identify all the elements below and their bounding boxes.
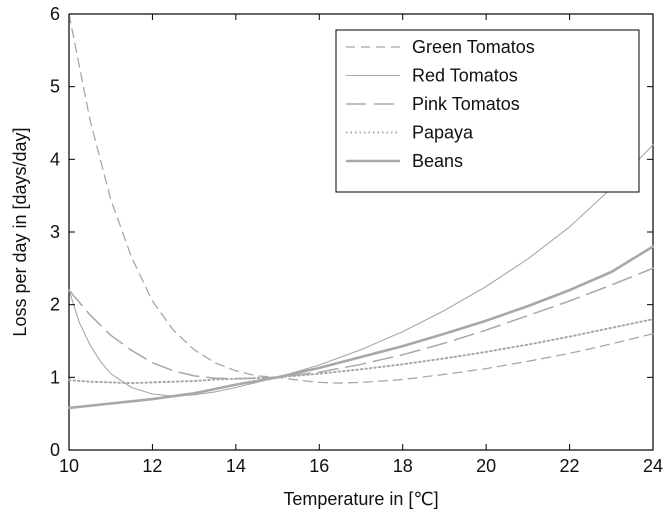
legend-label: Papaya [412,123,474,143]
x-tick-label: 12 [142,456,162,476]
series-layer [67,13,655,410]
y-tick-label: 2 [50,295,60,315]
x-tick-label: 18 [393,456,413,476]
legend: Green Tomatos Red Tomatos Pink Tomatos Papa… [335,29,640,193]
legend-items: Green Tomatos Red Tomatos Pink Tomatos Papa… [346,37,535,171]
legend-label: Pink Tomatos [412,94,520,114]
series-line-pink-tomatos [68,267,654,380]
series-line-red-tomatos [68,144,654,397]
x-tick-label: 14 [226,456,246,476]
x-tick-label: 24 [643,456,663,476]
x-tick-label: 22 [560,456,580,476]
y-tick-label: 0 [50,440,60,460]
y-tick-label: 5 [50,77,60,97]
y-tick-label: 1 [50,367,60,387]
x-axis-label: Temperature in [℃] [283,489,438,509]
legend-box [335,29,640,193]
legend-label: Red Tomatos [412,66,518,86]
x-tick-label: 16 [309,456,329,476]
y-tick-label: 6 [50,4,60,24]
series-line-papaya [68,318,654,385]
y-tick-label: 3 [50,222,60,242]
x-tick-label: 20 [476,456,496,476]
series-line-green-tomatos [68,13,654,384]
y-axis-label: Loss per day in [days/day] [10,127,30,336]
x-tick-label: 10 [59,456,79,476]
legend-label: Green Tomatos [412,37,535,57]
series-line-beans [67,245,655,410]
y-tick-label: 4 [50,149,60,169]
legend-label: Beans [412,151,463,171]
